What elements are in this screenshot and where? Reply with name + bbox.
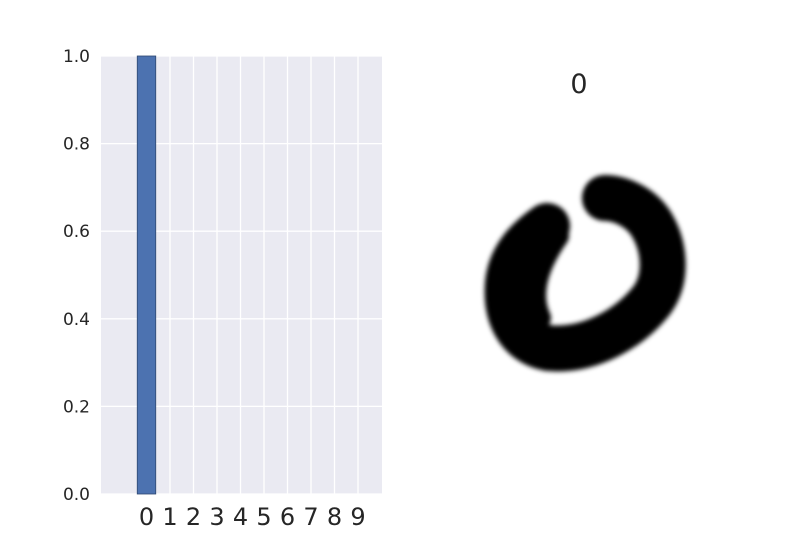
x-tick-label-1: 1 [162, 503, 177, 531]
digit-image-panel: 0 [484, 69, 686, 372]
x-tick-label-9: 9 [350, 503, 365, 531]
x-tick-label-4: 4 [233, 503, 248, 531]
handwritten-digit-zero-image [484, 175, 686, 372]
digit-stroke-inner [524, 225, 569, 329]
y-tick-label-5: 1.0 [63, 47, 90, 67]
y-tick-label-0: 0.0 [63, 485, 90, 505]
x-tick-label-0: 0 [139, 503, 154, 531]
digit-stroke-main [484, 175, 686, 372]
x-tick-label-7: 7 [303, 503, 318, 531]
bar-0 [136, 55, 157, 495]
image-title: 0 [570, 69, 587, 100]
bars [136, 55, 157, 495]
x-tick-label-2: 2 [186, 503, 201, 531]
bar-chart-panel: 0.0 0.2 0.4 0.6 0.8 1.0 0 1 2 3 4 5 6 7 … [63, 47, 382, 531]
x-tick-label-3: 3 [209, 503, 224, 531]
y-tick-label-2: 0.4 [63, 310, 90, 330]
x-tick-label-6: 6 [280, 503, 295, 531]
y-tick-label-3: 0.6 [63, 222, 90, 242]
y-tick-label-4: 0.8 [63, 135, 90, 155]
y-axis-ticks: 0.0 0.2 0.4 0.6 0.8 1.0 [63, 47, 90, 505]
x-axis-ticks: 0 1 2 3 4 5 6 7 8 9 [139, 503, 366, 531]
x-tick-label-5: 5 [256, 503, 271, 531]
y-tick-label-1: 0.2 [63, 397, 90, 417]
x-tick-label-8: 8 [327, 503, 342, 531]
